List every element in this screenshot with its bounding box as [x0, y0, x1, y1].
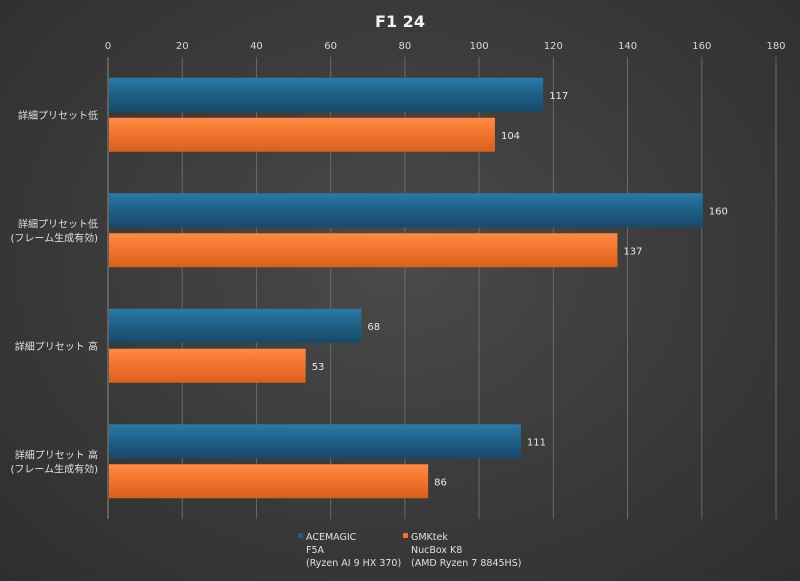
- bar: [109, 77, 544, 112]
- legend-swatch: [298, 533, 303, 538]
- legend-label: (AMD Ryzen 7 8845HS): [411, 558, 521, 569]
- chart-title: F1 24: [375, 12, 425, 31]
- bar: [109, 193, 703, 228]
- legend-swatch: [403, 533, 408, 538]
- bar: [109, 233, 618, 268]
- bar-value-label: 137: [623, 246, 642, 257]
- bar-value-label: 160: [709, 206, 728, 217]
- category-label: 詳細プリセット低: [18, 217, 98, 230]
- bar: [109, 308, 362, 343]
- bar-value-label: 117: [549, 91, 568, 102]
- bar: [109, 348, 306, 383]
- x-tick-label: 100: [470, 41, 489, 52]
- bar: [109, 424, 521, 459]
- x-tick-label: 160: [692, 41, 711, 52]
- x-tick-label: 60: [324, 41, 337, 52]
- category-label: 詳細プリセット 高: [15, 340, 98, 353]
- legend-label: GMKtek: [411, 532, 448, 543]
- bar-value-label: 53: [312, 362, 325, 373]
- x-tick-label: 180: [766, 41, 785, 52]
- category-label: 詳細プリセット 高: [15, 448, 98, 461]
- bar: [109, 464, 429, 499]
- category-label: (フレーム生成有効): [10, 462, 98, 475]
- bar-value-label: 111: [527, 437, 546, 448]
- bar: [109, 117, 495, 152]
- legend-label: (Ryzen AI 9 HX 370): [306, 558, 401, 569]
- bar-value-label: 104: [501, 131, 520, 142]
- legend: ACEMAGIC F5A (Ryzen AI 9 HX 370) GMKtek NucB…: [298, 532, 521, 569]
- x-tick-label: 0: [105, 41, 111, 52]
- x-tick-label: 140: [618, 41, 637, 52]
- legend-label: NucBox K8: [411, 545, 462, 556]
- legend-label: ACEMAGIC: [306, 532, 357, 543]
- x-tick-label: 40: [250, 41, 263, 52]
- x-tick-label: 20: [176, 41, 189, 52]
- category-label: 詳細プリセット低: [18, 109, 98, 122]
- x-tick-label: 120: [544, 41, 563, 52]
- x-tick-label: 80: [399, 41, 412, 52]
- bar-value-label: 86: [434, 477, 447, 488]
- legend-label: F5A: [306, 545, 325, 556]
- category-label: (フレーム生成有効): [10, 231, 98, 244]
- bar-value-label: 68: [367, 322, 380, 333]
